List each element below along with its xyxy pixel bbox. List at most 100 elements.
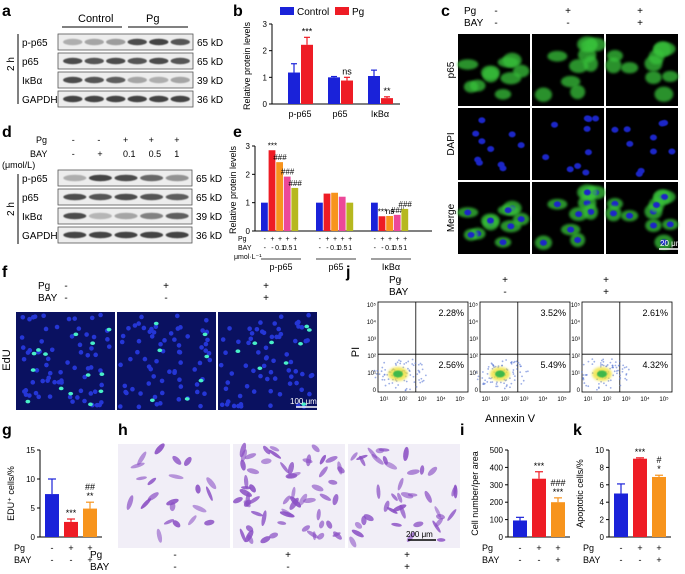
treatment-value: 1 (348, 245, 352, 252)
bar (276, 162, 283, 231)
treatment-value: - (97, 135, 100, 145)
x-tick-label: 10⁵ (455, 396, 465, 403)
y-tick-label: 0 (499, 533, 504, 542)
treatment-value: - (381, 245, 384, 252)
percentage-lower-right: 5.49% (540, 360, 566, 370)
y-tick-label: 10¹ (571, 371, 580, 377)
size-label: 65 kD (196, 193, 222, 204)
significance-label: *** (553, 487, 564, 497)
significance-label: ### (391, 206, 405, 215)
scale-bar-label: 200 μm (406, 530, 433, 539)
bar (45, 494, 59, 537)
blot-band (63, 76, 83, 84)
blot-band (149, 38, 169, 46)
treatment-value: + (502, 275, 508, 286)
y-tick-label: 8 (600, 463, 605, 472)
treatment-row-label: Pg (38, 281, 50, 292)
bar (652, 476, 666, 537)
y-tick-label: 10² (469, 354, 478, 360)
x-tick-label: 10³ (418, 397, 427, 403)
treatment-value: - (70, 555, 73, 565)
treatment-value: + (404, 562, 410, 573)
treatment-row-label: Pg (482, 543, 493, 553)
treatment-row-label: Pg (464, 6, 476, 17)
bar (338, 196, 346, 231)
y-tick-label: 5 (31, 504, 36, 513)
treatment-value: + (68, 543, 73, 553)
x-tick-label: 10⁵ (557, 396, 567, 403)
treatment-row-label: Pg (14, 543, 25, 553)
blot-strip (57, 90, 194, 108)
bar (341, 80, 353, 104)
significance-label: ** (383, 86, 391, 96)
panel-letter-f: f (2, 264, 8, 281)
western-blot-d: Pg - - + + + BAY - +0.1 0.5 1 (μmol/L) 2 h p-p65 65… (2, 135, 222, 244)
treatment-value: + (285, 550, 291, 561)
percentage-lower-right: 2.56% (438, 360, 464, 370)
protein-label: GAPDH (22, 231, 58, 242)
treatment-row-label: Pg (90, 550, 102, 561)
bar (331, 192, 338, 231)
micrograph (606, 108, 678, 180)
size-label: 65 kD (197, 38, 223, 49)
treatment-value: 0.5 (283, 245, 293, 252)
panel-letter-b: b (233, 3, 243, 20)
treatment-value: + (149, 135, 154, 145)
panel-letter-i: i (460, 422, 464, 439)
treatment-value: + (555, 543, 560, 553)
size-label: 65 kD (197, 57, 223, 68)
panel-letter-e: e (233, 124, 242, 141)
treatment-value: + (637, 18, 643, 29)
y-tick-label: 200 (490, 498, 504, 507)
y-tick-label: 10³ (469, 337, 478, 343)
treatment-value: - (374, 245, 377, 252)
percentage-upper-right: 3.52% (540, 308, 566, 318)
blot-band (149, 57, 169, 65)
treatment-value: + (333, 236, 337, 243)
y-tick-label: 100 (490, 516, 504, 525)
size-label: 39 kD (196, 212, 222, 223)
significance-label: ### (399, 200, 413, 209)
treatment-row-label: BAY (389, 287, 409, 298)
western-blot-a: Control Pg 2 h p-p65 65 kD p65 65 kD IκBα 39 … (6, 13, 223, 108)
percentage-lower-right: 4.32% (642, 360, 668, 370)
treatment-row-label: BAY (238, 245, 252, 252)
treatment-value: + (174, 135, 179, 145)
bar (261, 202, 268, 231)
blot-band (140, 193, 164, 201)
significance-label: *** (534, 461, 545, 471)
y-tick-label: 0 (246, 227, 251, 236)
legend-swatch (280, 7, 294, 15)
bar (288, 72, 300, 104)
treatment-value: + (380, 236, 384, 243)
bar (368, 76, 380, 104)
blot-band (88, 231, 112, 239)
y-axis-label: Relative protein levels (228, 145, 238, 234)
y-tick-label: 2 (246, 170, 251, 179)
y-tick-label: 10⁵ (571, 302, 581, 309)
treatment-value: 0.1 (275, 245, 285, 252)
bar (346, 202, 354, 231)
treatment-value: - (519, 543, 522, 553)
treatment-value: - (72, 149, 75, 159)
y-tick-label: 10⁴ (469, 319, 479, 326)
treatment-value: - (639, 555, 642, 565)
bar (393, 214, 401, 231)
treatment-value: + (123, 135, 128, 145)
blot-band (127, 76, 147, 84)
blot-band (140, 174, 164, 182)
blot-band (114, 174, 138, 182)
y-tick-label: 3 (246, 142, 251, 151)
treatment-value: + (87, 555, 92, 565)
treatment-value: + (403, 236, 407, 243)
row-label: Merge (446, 203, 457, 232)
y-tick-label: 0 (263, 100, 268, 109)
y-tick-label: 15 (26, 446, 35, 455)
group-label: p-p65 (269, 262, 292, 272)
treatment-value: - (494, 6, 497, 17)
treatment-row-label: BAY (38, 293, 58, 304)
group-label-pg: Pg (146, 13, 159, 25)
treatment-value: + (536, 543, 541, 553)
treatment-value: + (341, 236, 345, 243)
